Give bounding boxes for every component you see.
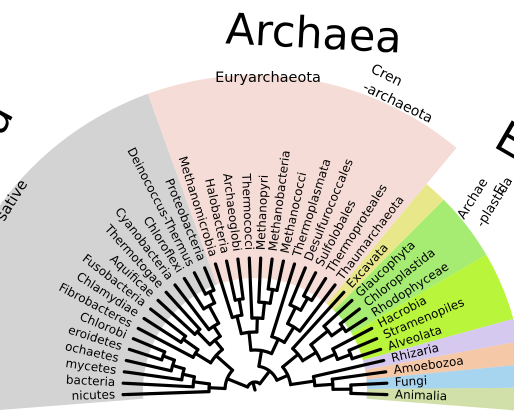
tree-branch [213,262,234,320]
leaf-label: Methanopyri [254,175,271,251]
sar-sector [351,254,514,361]
tree-branch [136,326,195,359]
tree-branch [299,296,310,312]
bacteria-title-fragment: ia [0,95,24,154]
archaea-title: Archaea [224,4,403,63]
tree-branch [302,271,318,298]
tree-branch [266,257,274,291]
leaf-label: Thermococci [239,172,256,250]
tree-branch [322,298,354,328]
tree-branch [131,337,167,354]
tree-branch [214,354,235,372]
tree-branch [122,370,184,382]
tree-branch [225,259,237,302]
tree-branch [344,316,368,334]
tree-branch [270,262,297,339]
archaeplastida-sector [333,199,487,334]
tree-branch [330,370,388,381]
tree-branch [330,326,345,338]
tree-branch [208,290,217,305]
tree-branch [207,386,227,391]
tree-branch [349,381,389,387]
tree-branch [257,256,263,304]
tree-branch [313,382,335,388]
tree-branch [347,337,379,352]
rhizaria-sector [362,318,514,370]
tree-branch [349,391,389,397]
tree-branch [319,352,337,363]
leaf-label: Animalia [395,387,448,403]
group-sectors [0,75,514,411]
tree-branch [161,354,176,362]
excavata-sector [326,184,444,311]
tree-branch [298,283,337,333]
tree-branch [127,347,164,362]
tree-branch [203,266,216,292]
tree-branch [275,259,285,292]
tree-branches [121,256,389,397]
tree-branch [258,369,272,386]
leaf-label: Fungi [394,374,427,390]
tree-branch [281,352,300,369]
tree-branch [182,276,206,311]
tree-branch [289,379,316,387]
tree-branch [225,377,250,389]
tree-branch [192,271,207,296]
tree-branch [195,330,212,347]
tree-branch [193,351,213,365]
leaf-labels: nicutesbacteriamycetesochaeteseroidetesC… [57,145,467,403]
archaea-sector [147,75,457,304]
tree-branch [121,381,195,389]
tree-branch [173,283,211,332]
tree-branch [171,363,186,371]
tree-branch [261,300,267,320]
euryarchaeota-title: Euryarchaeota [215,70,321,86]
tree-branch [212,324,222,338]
tree-branch [164,290,202,331]
tree-branch [247,256,254,320]
tree-branch [288,266,307,307]
tree-branch [350,347,383,361]
tree-branch [235,314,243,336]
amoebozoa-sector [365,342,514,380]
tree-branch [124,358,173,373]
tree-branch [149,307,188,338]
tree-branch [331,326,374,351]
tree-branch [282,325,296,344]
tree-branch [309,329,330,347]
tree-branch [237,297,244,317]
leaf-label: bacteria [66,373,116,390]
bacteria-sector [0,93,217,411]
tree-branch [335,352,353,361]
leaf-label: nicutes [71,387,115,403]
tree-branch [311,358,386,379]
tree-branch [191,380,211,386]
tree-branch [310,276,328,302]
tree-branch [142,316,183,344]
tree-branch [236,257,245,301]
tree-branch [181,337,200,352]
tree-branch [251,380,257,392]
fungi-sector [366,365,514,390]
tree-branch [156,298,197,336]
tree-branch [291,290,346,351]
tree-branch [275,373,290,382]
animalia-sector [366,387,514,411]
tree-branch [270,337,280,356]
tree-branch [268,287,275,305]
tree-branch [286,305,298,326]
eukaryota-title-fragment: E [487,111,514,169]
tree-branch [247,330,253,352]
tree-branch [181,372,196,379]
leaf-label: mycetes [65,356,118,377]
tree-branch [121,390,211,397]
tree-branch [338,307,361,326]
tree-branch [301,350,318,363]
tree-branch [213,338,224,352]
tree-branch [207,304,221,325]
tree-branch [257,348,264,368]
